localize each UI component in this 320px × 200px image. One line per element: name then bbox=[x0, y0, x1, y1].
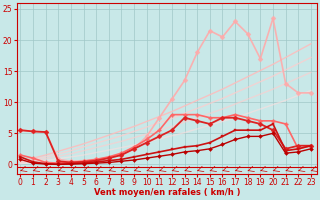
X-axis label: Vent moyen/en rafales ( km/h ): Vent moyen/en rafales ( km/h ) bbox=[94, 188, 240, 197]
